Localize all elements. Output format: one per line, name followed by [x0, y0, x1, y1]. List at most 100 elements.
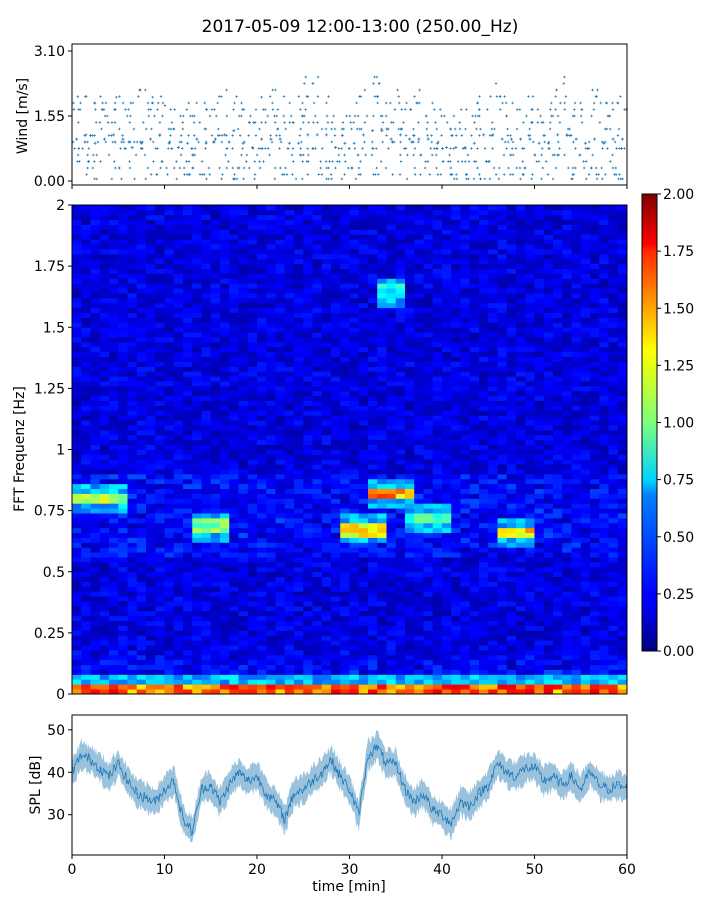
spectrogram-cell	[136, 405, 147, 411]
spectrogram-cell	[405, 405, 415, 411]
spectrogram-cell	[109, 312, 119, 318]
spectrogram-cell	[201, 390, 212, 397]
wind-point	[398, 101, 401, 105]
spectrogram-cell	[72, 586, 82, 592]
spectrogram-cell	[192, 522, 202, 529]
wind-point	[152, 160, 155, 163]
spectrogram-cell	[423, 596, 434, 602]
wind-point	[467, 177, 470, 181]
spectrogram-cell	[192, 351, 202, 357]
spectrogram-cell	[201, 630, 212, 636]
spectrogram-cell	[72, 488, 82, 494]
wind-point	[457, 160, 460, 163]
wind-point	[271, 88, 274, 92]
spectrogram-cell	[340, 566, 350, 573]
spectrogram-cell	[386, 645, 397, 651]
spectrogram-cell	[173, 630, 184, 636]
spectrogram-cell	[405, 400, 415, 406]
spectrogram-cell	[118, 371, 128, 377]
spectrogram-cell	[294, 689, 304, 695]
spectrogram-cell	[155, 635, 165, 641]
wind-point	[218, 134, 221, 137]
spectrogram-cell	[257, 356, 267, 362]
spectrogram-cell	[423, 571, 434, 578]
spectrogram-cell	[331, 625, 341, 631]
spectrogram-cell	[284, 327, 295, 333]
spectrogram-cell	[173, 415, 184, 421]
spectrogram-cell	[266, 258, 276, 265]
spectrogram-cell	[349, 478, 360, 485]
spectrogram-cell	[312, 234, 323, 240]
spectrogram-cell	[238, 258, 249, 265]
spectrogram-cell	[386, 649, 397, 656]
spectrogram-cell	[349, 664, 360, 670]
wind-point	[198, 121, 202, 124]
spectrogram-cell	[81, 478, 91, 485]
figure-title: 2017-05-09 12:00-13:00 (250.00_Hz)	[202, 17, 519, 37]
spectrogram-cell	[118, 674, 128, 680]
spectrogram-cell	[109, 415, 119, 421]
spectrogram-cell	[423, 601, 434, 607]
spectrogram-cell	[275, 654, 286, 661]
spectrogram-cell	[183, 410, 193, 416]
wind-point	[175, 160, 178, 163]
spectrogram-cell	[395, 302, 406, 309]
spectrogram-cell	[90, 341, 101, 348]
spectrogram-cell	[238, 635, 249, 641]
spectrogram-cell	[210, 263, 221, 269]
spectrogram-cell	[395, 332, 406, 338]
spectrogram-cell	[127, 615, 138, 622]
spectrogram-cell	[257, 234, 267, 240]
spectrogram-cell	[275, 552, 286, 558]
spectrogram-cell	[183, 473, 193, 480]
spectrogram-cell	[432, 488, 443, 494]
spectrogram-cell	[275, 586, 286, 592]
spectrogram-cell	[405, 415, 415, 421]
spectrogram-cell	[99, 449, 110, 455]
spectrogram-cell	[220, 205, 230, 211]
spectrogram-cell	[340, 689, 350, 695]
spectrogram-cell	[257, 244, 267, 250]
spectrogram-cell	[340, 581, 350, 587]
wind-point	[91, 166, 95, 170]
spectrogram-cell	[72, 596, 82, 602]
spectrogram-cell	[275, 459, 286, 465]
spectrogram-cell	[183, 385, 193, 392]
spectrogram-cell	[173, 635, 184, 641]
wind-point	[126, 114, 129, 118]
spectrogram-cell	[312, 361, 323, 367]
spectrogram-cell	[229, 561, 239, 568]
spectrogram-cell	[358, 385, 369, 392]
spectrogram-cell	[377, 317, 387, 323]
spectrogram-cell	[118, 327, 128, 333]
spectrogram-cell	[386, 596, 397, 602]
spectrogram-cell	[210, 356, 221, 362]
wind-point	[623, 147, 626, 150]
spectrogram-cell	[266, 513, 276, 519]
spectrogram-cell	[312, 341, 323, 348]
spectrogram-cell	[377, 527, 387, 534]
spectrogram-cell	[331, 674, 341, 680]
spectrogram-cell	[247, 395, 258, 401]
spectrogram-cell	[321, 498, 332, 504]
spectrogram-cell	[257, 385, 267, 392]
spectrogram-cell	[192, 625, 202, 631]
spectrogram-cell	[275, 498, 286, 504]
spectrogram-cell	[349, 503, 360, 509]
spectrogram-cell	[303, 527, 313, 534]
spectrogram-cell	[275, 366, 286, 372]
wind-point	[172, 127, 176, 131]
spectrogram-cell	[220, 302, 230, 309]
spectrogram-cell	[275, 527, 286, 534]
spectrogram-cell	[229, 249, 239, 255]
spectrogram-cell	[349, 381, 360, 387]
spectrogram-cell	[321, 591, 332, 597]
spectrogram-cell	[99, 605, 110, 612]
wind-point	[307, 121, 310, 124]
wind-point	[297, 141, 301, 145]
spectrogram-cell	[99, 229, 110, 235]
spectrogram-cell	[266, 547, 276, 553]
spectrogram-cell	[192, 376, 202, 382]
spectrogram-cell	[192, 224, 202, 230]
spectrogram-cell	[173, 229, 184, 235]
